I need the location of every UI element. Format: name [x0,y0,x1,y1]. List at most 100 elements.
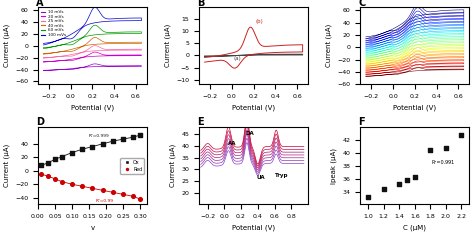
Point [89,145,96,149]
Text: R²=0.991: R²=0.991 [432,161,455,165]
Point [129,195,137,198]
100 mVs [118,20,123,22]
Point [99,188,106,192]
Point [403,178,411,182]
40 mVs [68,50,73,53]
60 mVs [40,47,46,50]
20 mVs [40,60,46,63]
Text: R²=0.999: R²=0.999 [89,134,109,138]
10 mVs [123,65,128,68]
100 mVs [40,43,46,46]
Point [109,190,117,194]
25 mVs [53,55,58,58]
Point [45,161,52,164]
Point [78,147,86,151]
Point [89,186,96,190]
100 mVs [53,40,58,43]
100 mVs [68,37,73,40]
Text: C: C [358,0,365,8]
Point [136,133,144,137]
20 mVs [92,51,98,54]
Y-axis label: Current (μA): Current (μA) [326,24,332,67]
10 mVs [40,69,46,72]
X-axis label: Potential (V): Potential (V) [393,105,437,111]
Text: A: A [36,0,43,8]
Y-axis label: Current (μA): Current (μA) [3,144,9,187]
Legend: Ox, Red: Ox, Red [120,158,145,174]
Point [99,142,106,146]
Point [68,182,76,186]
40 mVs [40,52,46,55]
Point [129,135,137,139]
Text: D: D [36,118,44,128]
Text: R²=0.99: R²=0.99 [96,199,114,203]
Line: 60 mVs: 60 mVs [43,25,141,49]
X-axis label: Potential (V): Potential (V) [71,105,114,111]
Point [411,176,419,179]
10 mVs [118,65,123,68]
10 mVs [68,68,73,71]
Point [51,177,59,181]
20 mVs [88,55,93,58]
Point [109,139,117,143]
10 mVs [111,65,117,68]
100 mVs [88,22,93,25]
20 mVs [118,54,123,57]
60 mVs [118,32,123,35]
60 mVs [123,32,128,35]
100 mVs [92,6,98,9]
Y-axis label: Current (μA): Current (μA) [170,144,176,187]
20 mVs [111,54,117,57]
Text: F: F [358,118,365,128]
20 mVs [40,61,46,63]
Point [58,180,65,184]
40 mVs [53,51,58,54]
Line: 10 mVs: 10 mVs [43,64,141,70]
Point [427,148,434,152]
Point [119,137,127,141]
Point [51,157,59,161]
X-axis label: C (μM): C (μM) [403,225,426,231]
Line: 25 mVs: 25 mVs [43,46,141,58]
Line: 100 mVs: 100 mVs [43,7,141,45]
40 mVs [92,36,98,39]
60 mVs [92,24,98,27]
Text: Tryp: Tryp [275,173,289,178]
Point [136,197,144,201]
10 mVs [92,63,98,65]
X-axis label: v: v [91,225,94,231]
Text: E: E [197,118,203,128]
Point [37,172,45,176]
Text: UA: UA [257,175,265,180]
Point [365,195,372,199]
40 mVs [40,53,46,56]
Point [45,174,52,178]
20 mVs [53,60,58,63]
Point [458,133,465,137]
Line: 40 mVs: 40 mVs [43,37,141,54]
100 mVs [123,19,128,22]
Text: AA: AA [228,141,236,146]
10 mVs [40,69,46,72]
Point [380,187,387,191]
Y-axis label: Current (μA): Current (μA) [164,24,171,67]
20 mVs [68,59,73,62]
40 mVs [118,42,123,45]
Text: DA: DA [245,131,254,136]
Text: (a): (a) [234,56,242,61]
10 mVs [88,65,93,68]
100 mVs [111,20,117,22]
Point [78,184,86,188]
100 mVs [40,42,46,45]
25 mVs [123,49,128,51]
Point [395,182,403,186]
60 mVs [111,32,117,35]
X-axis label: Potential (V): Potential (V) [232,105,275,111]
Line: 20 mVs: 20 mVs [43,52,141,62]
Legend: 10 mVs, 20 mVs, 25 mVs, 40 mVs, 60 mVs, 100 mVs: 10 mVs, 20 mVs, 25 mVs, 40 mVs, 60 mVs, … [40,9,67,38]
25 mVs [92,44,98,47]
X-axis label: Potential (V): Potential (V) [232,225,275,231]
60 mVs [68,43,73,46]
Y-axis label: Current (μA): Current (μA) [3,24,9,67]
Point [68,151,76,154]
